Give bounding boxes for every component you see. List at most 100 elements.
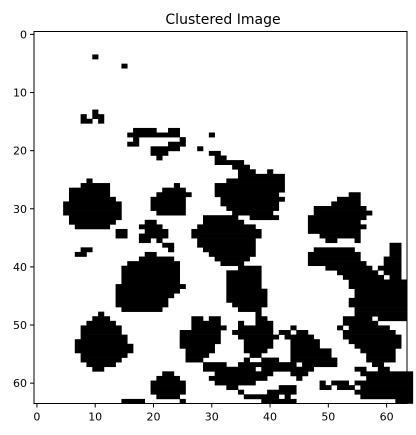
pixel-run bbox=[261, 366, 315, 372]
pixel-run bbox=[74, 339, 128, 345]
pixel-run bbox=[74, 251, 87, 257]
pixel-run bbox=[185, 352, 210, 358]
pixel-run bbox=[179, 330, 221, 335]
pixel-run bbox=[354, 288, 408, 294]
pixel-run bbox=[138, 224, 163, 230]
pixel-run bbox=[255, 316, 268, 322]
y-tick-label: 30 bbox=[13, 203, 27, 216]
pixel-run bbox=[237, 325, 274, 331]
pixel-run bbox=[319, 380, 326, 386]
pixel-run bbox=[150, 150, 169, 156]
pixel-run bbox=[121, 270, 180, 276]
pixel-run bbox=[220, 261, 245, 267]
pixel-run bbox=[237, 334, 280, 340]
pixel-run bbox=[348, 339, 402, 345]
x-axis: 0 10 20 30 40 50 60 bbox=[33, 403, 394, 424]
pixel-run bbox=[80, 357, 122, 363]
pixel-run bbox=[360, 394, 414, 400]
pixel-run bbox=[168, 247, 175, 253]
pixel-run bbox=[86, 320, 116, 326]
pixel-run bbox=[377, 366, 390, 372]
pixel-run bbox=[232, 164, 250, 170]
pixel-run bbox=[121, 398, 146, 404]
pixel-run bbox=[144, 219, 157, 225]
pixel-run bbox=[203, 247, 256, 253]
pixel-run bbox=[226, 178, 285, 184]
pixel-run bbox=[226, 288, 268, 294]
pixel-run bbox=[92, 366, 105, 372]
pixel-run bbox=[354, 238, 361, 244]
pixel-run bbox=[307, 261, 367, 267]
pixel-run bbox=[249, 352, 262, 358]
pixel-run bbox=[337, 385, 355, 391]
pixel-run bbox=[208, 132, 215, 138]
pixel-run bbox=[63, 201, 122, 207]
pixel-run bbox=[313, 206, 367, 211]
x-tick-label: 20 bbox=[146, 411, 160, 424]
pixel-run bbox=[179, 339, 221, 345]
pixel-run bbox=[208, 150, 221, 156]
pixel-run bbox=[383, 270, 402, 276]
pixel-run bbox=[156, 375, 180, 381]
pixel-run bbox=[203, 362, 227, 368]
pixel-run bbox=[237, 169, 256, 175]
pixel-run bbox=[348, 192, 361, 198]
pixel-run bbox=[354, 293, 408, 299]
pixel-run bbox=[243, 348, 268, 354]
pixel-run bbox=[133, 127, 157, 133]
pixel-run bbox=[278, 385, 297, 391]
pixel-run bbox=[302, 362, 338, 368]
pixel-run bbox=[319, 385, 332, 391]
pixel-run bbox=[214, 380, 256, 386]
pixel-run bbox=[255, 320, 274, 326]
pixel-run bbox=[342, 330, 396, 335]
pixel-run bbox=[63, 206, 122, 211]
pixel-run bbox=[261, 357, 280, 363]
pixel-run bbox=[208, 316, 221, 322]
pixel-run bbox=[389, 247, 402, 253]
pixel-run bbox=[214, 256, 250, 262]
x-tick-label: 40 bbox=[263, 411, 277, 424]
pixel-run bbox=[197, 242, 256, 248]
pixel-run bbox=[168, 127, 181, 133]
pixel-run bbox=[191, 233, 262, 239]
pixel-run bbox=[307, 219, 361, 225]
pixel-run bbox=[366, 352, 396, 358]
pixel-run bbox=[226, 279, 262, 285]
pixel-run bbox=[80, 114, 87, 120]
pixel-run bbox=[179, 137, 186, 143]
pixel-run bbox=[98, 311, 105, 317]
pixel-run bbox=[214, 160, 245, 165]
pixel-run bbox=[307, 224, 367, 230]
pixel-run bbox=[325, 238, 338, 244]
pixel-run bbox=[243, 357, 250, 363]
pixel-run bbox=[243, 343, 274, 349]
pixel-run bbox=[68, 215, 122, 221]
pixel-run bbox=[377, 316, 408, 322]
pixel-run bbox=[74, 224, 111, 230]
pixel-run bbox=[383, 256, 402, 262]
pixel-run bbox=[296, 375, 303, 381]
pixel-run bbox=[197, 238, 256, 244]
pixel-run bbox=[372, 362, 384, 368]
pixel-run bbox=[226, 206, 280, 211]
x-tick-label: 10 bbox=[88, 411, 102, 424]
x-tick-label: 60 bbox=[380, 411, 394, 424]
pixel-run bbox=[162, 187, 186, 193]
pixel-run bbox=[290, 352, 332, 358]
pixel-run bbox=[121, 274, 180, 280]
y-tick-label: 40 bbox=[13, 261, 27, 274]
pixel-run bbox=[150, 380, 186, 386]
pixel-run bbox=[313, 210, 373, 216]
pixel-run bbox=[156, 394, 180, 400]
pixel-run bbox=[342, 316, 373, 322]
pixel-run bbox=[342, 274, 384, 280]
pixel-run bbox=[150, 201, 186, 207]
pixel-run bbox=[203, 366, 256, 372]
pixel-run bbox=[214, 192, 280, 198]
pixel-run bbox=[156, 192, 192, 198]
pixel-run bbox=[162, 371, 175, 377]
y-tick-label: 0 bbox=[20, 28, 27, 41]
y-axis: 0 10 20 30 40 50 60 bbox=[13, 28, 34, 390]
